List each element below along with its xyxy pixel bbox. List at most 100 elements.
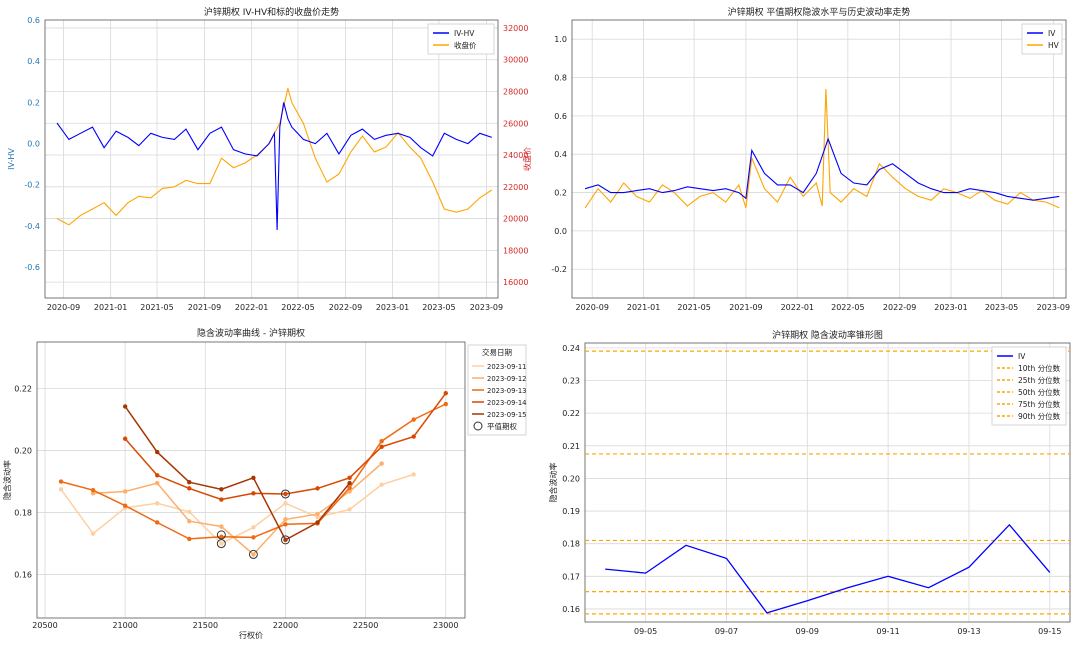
chart-title: 隐含波动率曲线 - 沪锌期权 bbox=[197, 327, 305, 339]
smile-point bbox=[187, 519, 192, 524]
x-tick-label: 2022-01 bbox=[781, 303, 814, 312]
smile-point bbox=[155, 480, 160, 486]
x-tick-label: 21500 bbox=[193, 621, 218, 630]
y-right-tick-label: 26000 bbox=[503, 119, 528, 128]
x-tick-label: 20500 bbox=[32, 621, 57, 630]
legend-entry: HV bbox=[1048, 41, 1060, 50]
y-right-tick-label: 24000 bbox=[503, 151, 528, 160]
x-tick-label: 2022-05 bbox=[281, 303, 314, 312]
x-tick-label: 2023-01 bbox=[376, 303, 409, 312]
y-tick-label: 0.24 bbox=[562, 344, 580, 353]
y-tick-label: 0.16 bbox=[562, 605, 580, 614]
y-right-tick-label: 18000 bbox=[503, 246, 528, 255]
x-tick-label: 2022-09 bbox=[883, 303, 916, 312]
y-tick-label: 0.19 bbox=[562, 507, 580, 516]
x-tick-label: 2023-05 bbox=[422, 303, 455, 312]
legend: IV-HV 收盘价 bbox=[427, 23, 495, 55]
x-tick-label: 2021-01 bbox=[627, 303, 660, 312]
legend-entry: 25th 分位数 bbox=[1018, 375, 1061, 385]
smile-point bbox=[251, 525, 256, 530]
x-tick-label: 09-07 bbox=[715, 627, 738, 636]
legend-entry: IV bbox=[1048, 29, 1056, 38]
y-tick-label: 0.21 bbox=[562, 442, 580, 451]
chart-title: 沪锌期权 隐含波动率锥形图 bbox=[772, 329, 883, 341]
smile-point bbox=[90, 531, 96, 536]
y-right-tick-label: 16000 bbox=[503, 278, 528, 287]
smile-line bbox=[60, 473, 414, 545]
y-tick-label: 1.0 bbox=[554, 35, 567, 44]
smile-point bbox=[347, 475, 352, 481]
smile-point bbox=[251, 491, 256, 496]
smile-point bbox=[219, 487, 224, 492]
smile-point bbox=[443, 390, 448, 396]
iv-hv-chart: 2020-09 2021-01 2021-05 2021-09 2022-01 2022-… bbox=[551, 6, 1070, 312]
x-tick-label: 09-15 bbox=[1038, 627, 1061, 636]
legend-entry: 2023-09-14 bbox=[487, 399, 527, 407]
smile-point bbox=[155, 520, 160, 525]
legend-entry: 50th 分位数 bbox=[1018, 387, 1061, 397]
smile-point bbox=[155, 473, 160, 478]
smile-point bbox=[187, 509, 192, 515]
hv-line bbox=[584, 88, 1060, 209]
smile-point bbox=[411, 434, 416, 439]
smile-point bbox=[187, 486, 192, 491]
smile-point bbox=[283, 501, 288, 506]
atm-marker bbox=[216, 539, 226, 549]
legend-title: 交易日期 bbox=[482, 347, 512, 357]
x-axis-label: 行权价 bbox=[239, 630, 263, 640]
smile-point bbox=[122, 489, 128, 494]
ivhv-price-chart: 2020-09 2021-01 2021-05 2021-09 2022-01 2022-… bbox=[7, 6, 532, 312]
y-tick-label: 0.22 bbox=[14, 385, 32, 394]
smile-point bbox=[379, 444, 384, 450]
x-tick-label: 2023-09 bbox=[1037, 303, 1070, 312]
x-tick-label: 2021-09 bbox=[188, 303, 221, 312]
y-tick-label: 0.6 bbox=[554, 112, 567, 121]
y-tick-label: -0.2 bbox=[551, 265, 567, 274]
x-tick-label: 2023-05 bbox=[985, 303, 1018, 312]
smile-point bbox=[379, 439, 384, 444]
y-tick-label: 0.18 bbox=[14, 509, 32, 518]
smile-line bbox=[124, 406, 351, 541]
x-tick-label: 2021-05 bbox=[140, 303, 173, 312]
y-tick-label: 0.16 bbox=[14, 571, 32, 580]
x-tick-label: 22000 bbox=[273, 621, 298, 630]
x-tick-label: 09-11 bbox=[877, 627, 900, 636]
smile-point bbox=[219, 541, 224, 546]
x-tick-label: 22500 bbox=[353, 621, 378, 630]
smile-point bbox=[283, 491, 288, 497]
y-right-axis-label: 收盘价 bbox=[522, 147, 532, 171]
smile-point bbox=[251, 535, 256, 540]
x-tick-label: 2023-09 bbox=[470, 303, 503, 312]
iv-line bbox=[584, 137, 1060, 201]
ivhv-line bbox=[56, 102, 492, 231]
legend: IV 10th 分位数 25th 分位数 50th 分位数 75th 分位数 90th 分… bbox=[991, 346, 1067, 426]
y-left-tick-label: -0.2 bbox=[24, 181, 40, 190]
smile-point bbox=[347, 489, 352, 494]
y-tick-label: 0.22 bbox=[562, 409, 580, 418]
iv-line bbox=[605, 523, 1051, 614]
x-tick-label: 2020-09 bbox=[47, 303, 80, 312]
x-tick-label: 2020-09 bbox=[575, 303, 608, 312]
legend-entry: 90th 分位数 bbox=[1018, 411, 1061, 421]
smile-point bbox=[155, 501, 160, 506]
y-right-tick-label: 30000 bbox=[503, 56, 528, 65]
smile-point bbox=[122, 503, 128, 508]
smile-point bbox=[411, 472, 416, 477]
smile-point bbox=[347, 507, 352, 512]
legend: 交易日期 2023-09-11 2023-09-12 2023-09-13 2023-0… bbox=[467, 344, 527, 436]
y-left-tick-label: -0.4 bbox=[24, 222, 40, 231]
smile-point bbox=[315, 486, 320, 491]
legend-entry: 2023-09-12 bbox=[487, 375, 527, 383]
smile-point bbox=[187, 479, 192, 485]
legend-entry: 收盘价 bbox=[454, 40, 477, 50]
y-left-axis-label: IV-HV bbox=[7, 148, 16, 170]
smile-line bbox=[60, 403, 447, 540]
x-tick-label: 2023-01 bbox=[934, 303, 967, 312]
y-tick-label: 0.23 bbox=[562, 377, 580, 386]
y-tick-label: 0.20 bbox=[562, 474, 580, 483]
smile-point bbox=[347, 485, 352, 490]
legend-entry: 2023-09-13 bbox=[487, 387, 527, 395]
y-tick-label: 0.8 bbox=[554, 74, 567, 83]
x-tick-label: 09-13 bbox=[957, 627, 980, 636]
